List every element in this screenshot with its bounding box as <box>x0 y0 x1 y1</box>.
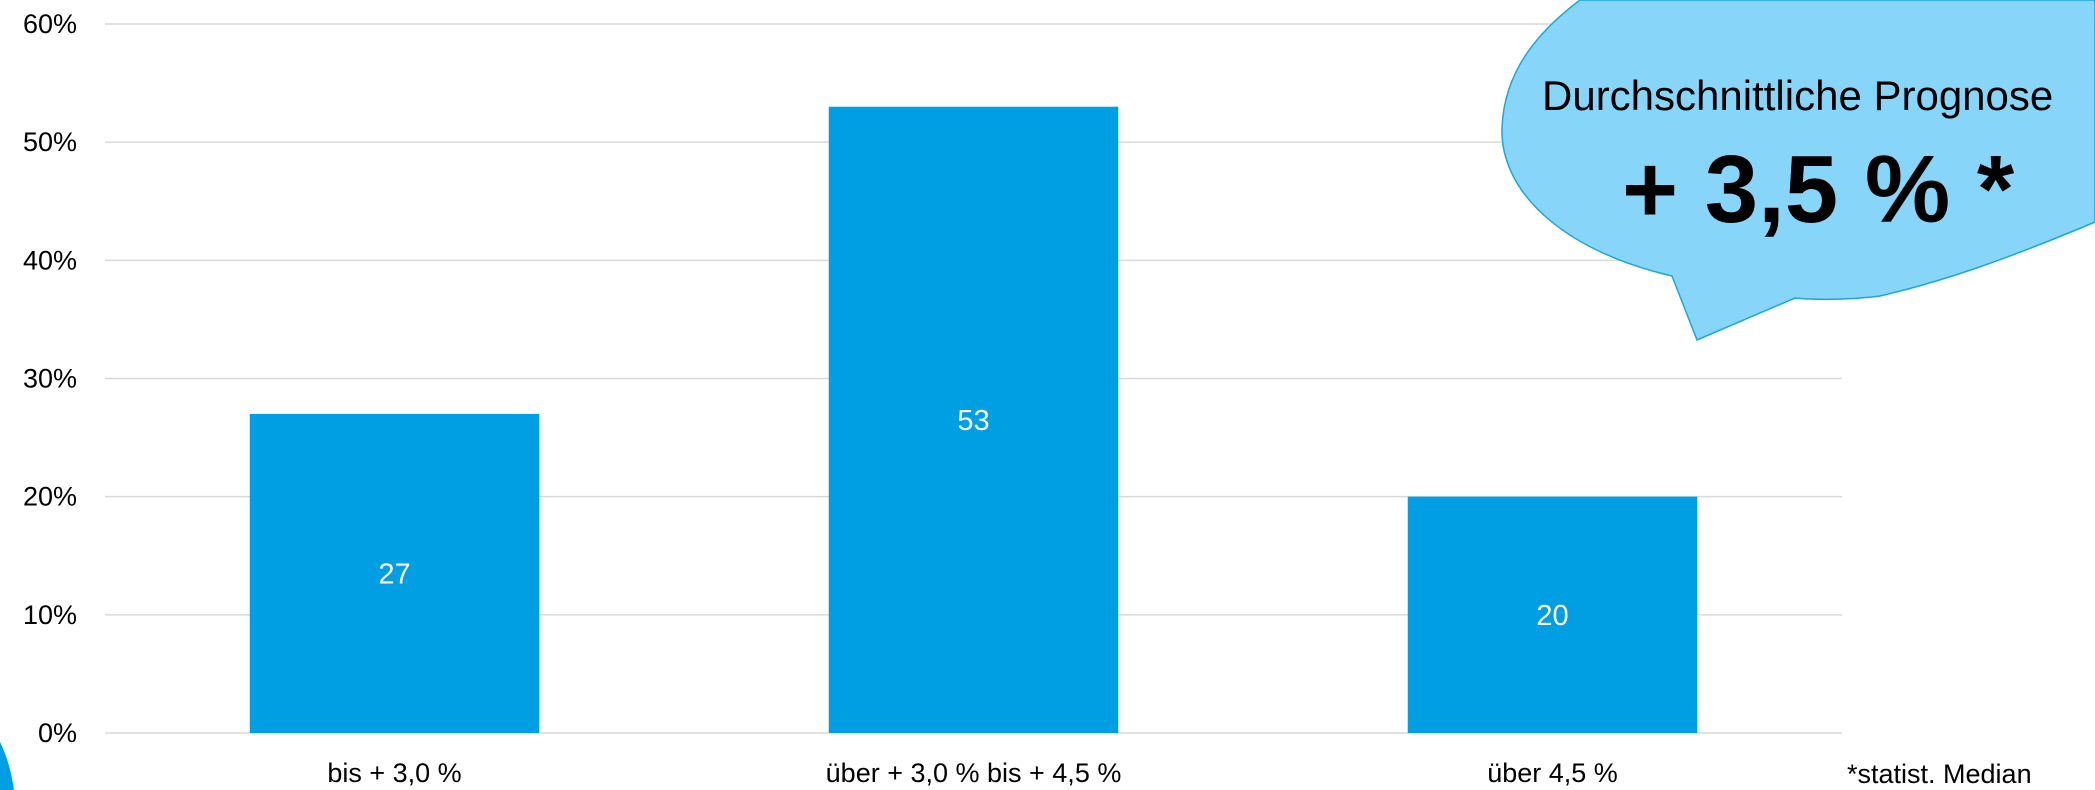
x-category-label: über + 3,0 % bis + 4,5 % <box>826 758 1122 788</box>
y-tick-label: 20% <box>23 482 77 512</box>
y-tick-label: 10% <box>23 600 77 630</box>
speech-bubble-shape <box>1501 0 2095 341</box>
x-category-label: über 4,5 % <box>1487 758 1618 788</box>
callout-title: Durchschnittliche Prognose <box>1542 72 2053 119</box>
callout-bubble: Durchschnittliche Prognose + 3,5 % * <box>1501 0 2095 341</box>
y-axis-ticks: 0% 10% 20% 30% 40% 50% 60% <box>23 9 77 748</box>
bar-value-label: 20 <box>1536 600 1568 632</box>
y-tick-label: 0% <box>38 718 77 748</box>
callout-value: + 3,5 % * <box>1622 136 2015 243</box>
y-tick-label: 60% <box>23 9 77 39</box>
bar <box>249 413 540 733</box>
data-labels: 27 53 20 <box>378 405 1568 632</box>
x-category-label: bis + 3,0 % <box>327 758 461 788</box>
footnote: *statist. Median <box>1847 759 2032 789</box>
bars <box>249 106 1698 733</box>
bar-value-label: 27 <box>378 558 410 590</box>
y-tick-label: 40% <box>23 245 77 275</box>
x-axis-labels: bis + 3,0 % über + 3,0 % bis + 4,5 % über … <box>327 758 1617 788</box>
bar <box>828 106 1119 733</box>
y-tick-label: 30% <box>23 364 77 394</box>
y-tick-label: 50% <box>23 127 77 157</box>
bar <box>1407 496 1698 733</box>
bar-value-label: 53 <box>957 405 989 437</box>
corner-accent-shape <box>0 742 14 790</box>
